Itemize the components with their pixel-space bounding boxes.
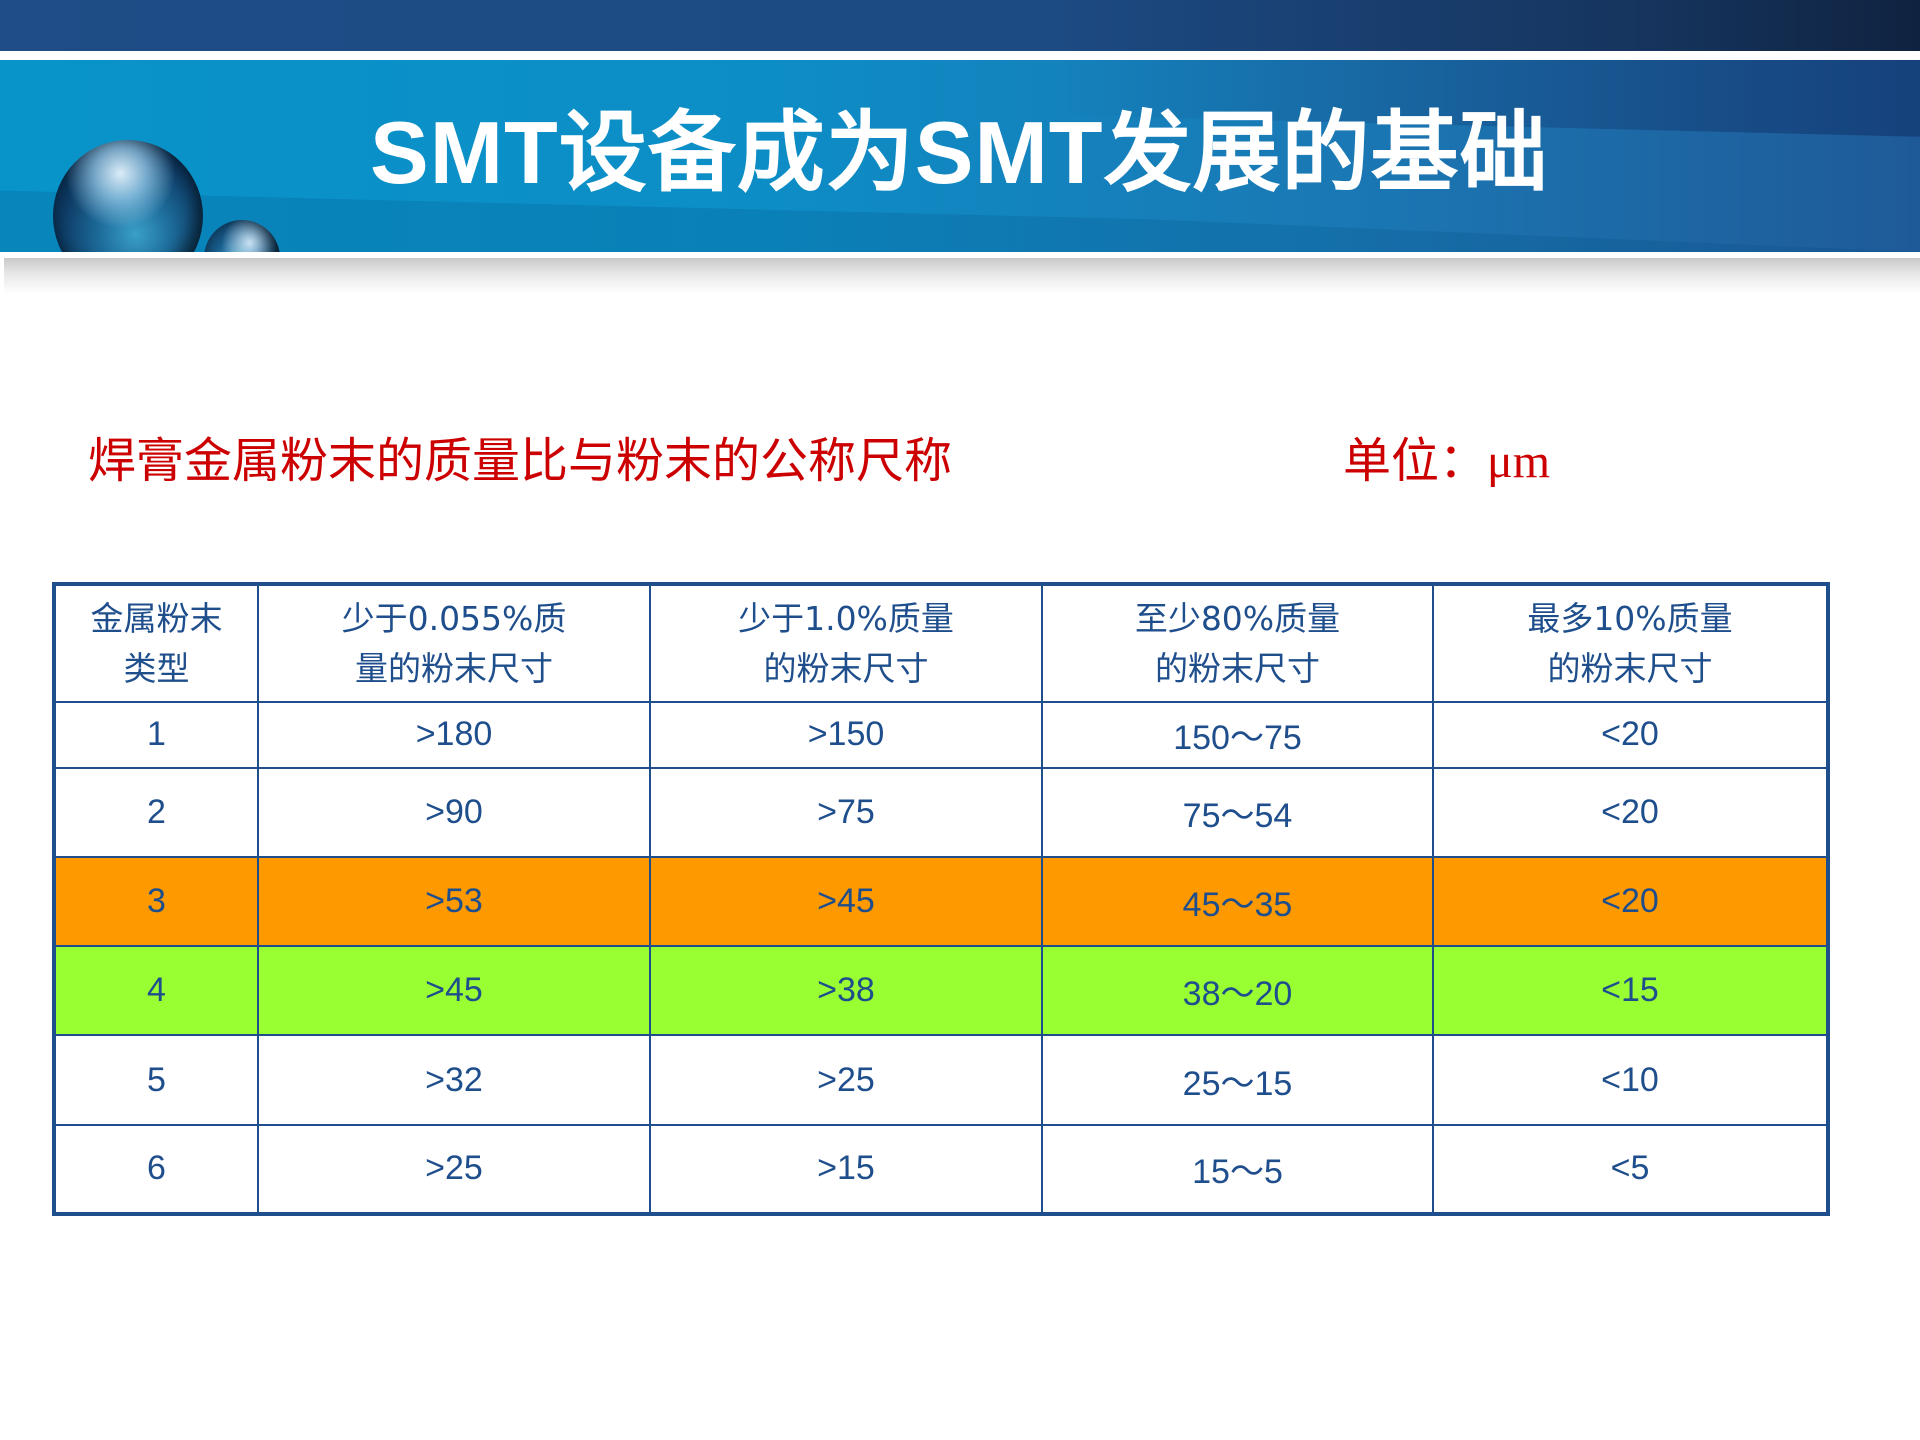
cell-min-80: 150～75 [1041,701,1434,769]
cell-min-80: 75～54 [1041,766,1434,858]
cell-type: 2 [53,766,259,858]
cell-max-10: <20 [1432,766,1829,858]
table-row-highlighted-orange: 3 >53 >45 45～35 <20 [53,855,1829,948]
cell-min-80: 15～5 [1041,1123,1434,1216]
banner-shadow [4,258,1920,294]
title-banner: SMT设备成为SMT发展的基础 [0,60,1920,252]
table-row: 6 >25 >15 15～5 <5 [53,1123,1829,1216]
cell-lt-1: >150 [649,701,1043,769]
cell-min-80: 25～15 [1041,1034,1434,1126]
table-caption: 焊膏金属粉末的质量比与粉末的公称尺称 [88,435,953,488]
powder-size-table: 金属粉末 类型 少于0.055%质 量的粉末尺寸 少于1.0%质量 的粉末尺寸 … [52,582,1830,1216]
cell-lt-1: >38 [649,945,1043,1037]
cell-lt-0055: >45 [257,945,651,1037]
unit-label: 单位：μm [1343,435,1551,488]
cell-lt-1: >45 [649,855,1043,948]
cell-type: 5 [53,1034,259,1126]
table-row: 1 >180 >150 150～75 <20 [53,701,1829,769]
cell-type: 6 [53,1123,259,1216]
cell-type: 1 [53,701,259,769]
cell-min-80: 45～35 [1041,855,1434,948]
table-row-highlighted-green: 4 >45 >38 38～20 <15 [53,945,1829,1037]
cell-max-10: <20 [1432,701,1829,769]
cell-lt-1: >75 [649,766,1043,858]
header-less-than-0055: 少于0.055%质 量的粉末尺寸 [257,582,651,704]
cell-type: 4 [53,945,259,1037]
slide-title: SMT设备成为SMT发展的基础 [370,103,1549,202]
large-sphere-icon [53,140,203,252]
cell-lt-0055: >32 [257,1034,651,1126]
cell-type: 3 [53,855,259,948]
table-header-row: 金属粉末 类型 少于0.055%质 量的粉末尺寸 少于1.0%质量 的粉末尺寸 … [53,582,1829,704]
header-powder-type: 金属粉末 类型 [53,582,259,704]
cell-lt-0055: >25 [257,1123,651,1216]
header-less-than-1: 少于1.0%质量 的粉末尺寸 [649,582,1043,704]
cell-lt-0055: >180 [257,701,651,769]
table-row: 5 >32 >25 25～15 <10 [53,1034,1829,1126]
header-at-most-10: 最多10%质量 的粉末尺寸 [1432,582,1829,704]
header-at-least-80: 至少80%质量 的粉末尺寸 [1041,582,1434,704]
cell-min-80: 38～20 [1041,945,1434,1037]
cell-max-10: <20 [1432,855,1829,948]
cell-lt-1: >25 [649,1034,1043,1126]
cell-max-10: <5 [1432,1123,1829,1216]
table-row: 2 >90 >75 75～54 <20 [53,766,1829,858]
cell-max-10: <10 [1432,1034,1829,1126]
cell-max-10: <15 [1432,945,1829,1037]
cell-lt-0055: >90 [257,766,651,858]
cell-lt-0055: >53 [257,855,651,948]
top-header-bar [0,0,1920,51]
cell-lt-1: >15 [649,1123,1043,1216]
